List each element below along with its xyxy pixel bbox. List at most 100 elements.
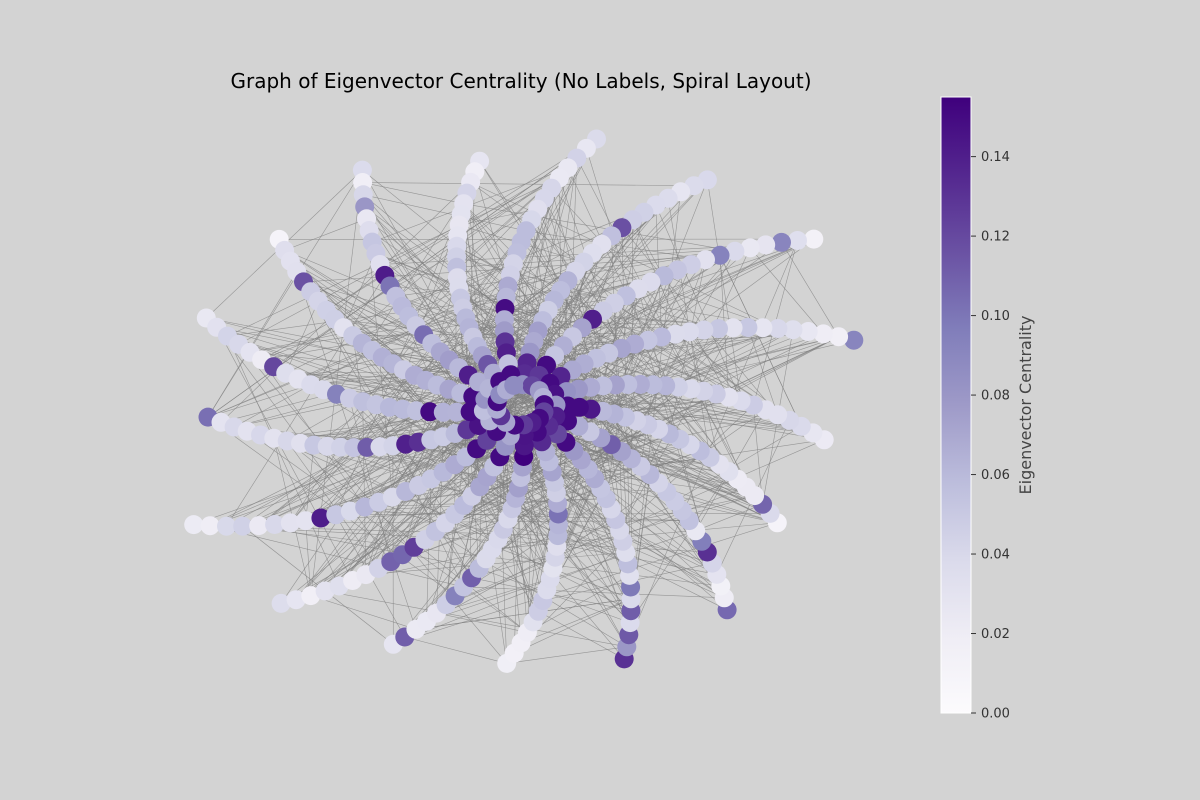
graph-edge [629, 471, 730, 623]
graph-node [772, 232, 791, 252]
graph-edge [576, 157, 747, 488]
graph-edge [522, 466, 624, 542]
graph-edge [227, 177, 560, 337]
graph-edge [605, 288, 639, 499]
graph-edge [361, 401, 367, 575]
graph-edge [305, 520, 312, 596]
graph-edge [520, 598, 632, 644]
graph-node [740, 238, 760, 258]
graph-node [265, 515, 285, 534]
graph-edge [392, 445, 464, 588]
graph-edge [365, 336, 839, 575]
graph-edge [474, 171, 509, 287]
graph-edge [300, 443, 632, 611]
graph-edge [551, 187, 754, 406]
graph-node [233, 516, 253, 536]
graph-node [326, 505, 346, 525]
graph-node [301, 586, 321, 606]
graph-edge [343, 253, 377, 328]
graph-edge [227, 335, 340, 587]
graph-edge [747, 327, 778, 415]
graph-edge [389, 285, 507, 298]
graph-edge [457, 235, 711, 458]
colorbar-tick-label: 0.10 [981, 309, 1010, 324]
graph-edge [352, 246, 457, 336]
graph-node [788, 231, 807, 250]
graph-node [420, 402, 440, 422]
graph-edge [285, 263, 514, 374]
graph-edge [478, 568, 631, 623]
graph-edge [485, 439, 680, 560]
graph-edge [325, 590, 627, 648]
graph-edge [379, 244, 766, 266]
graph-edge [362, 182, 464, 204]
graph-node [725, 241, 745, 261]
graph-edge [258, 447, 354, 526]
colorbar-ticks: 0.00 0.02 0.04 0.06 0.08 0.10 0.12 0.14 [971, 150, 1010, 722]
colorbar: 0.00 0.02 0.04 0.06 0.08 0.10 0.12 0.14 Eigenve… [940, 96, 1035, 722]
graph-edge [249, 255, 721, 353]
graph-node [829, 327, 849, 347]
network-graph [184, 129, 864, 673]
graph-node [723, 318, 743, 338]
graph-edge [365, 277, 458, 575]
graph-node [184, 515, 204, 535]
graph-edge [527, 575, 630, 633]
graph-edge [602, 385, 813, 434]
graph-edge [492, 522, 778, 551]
graph-edge [719, 255, 802, 427]
graph-node [217, 516, 236, 536]
graph-node [344, 438, 364, 458]
graph-edge [284, 218, 367, 251]
graph-edge [463, 586, 725, 599]
graph-nodes [184, 129, 864, 673]
graph-node [433, 402, 453, 422]
graph-edge [404, 636, 507, 664]
graph-edge [310, 595, 416, 630]
colorbar-gradient [940, 96, 972, 714]
graph-node [844, 330, 864, 350]
chart-title: Graph of Eigenvector Centrality (No Labe… [231, 69, 812, 93]
graph-edge [365, 552, 626, 576]
graph-edge [586, 148, 713, 564]
graph-node [504, 375, 524, 395]
graph-edge [703, 333, 824, 392]
graph-edge [362, 169, 628, 385]
graph-edge [258, 525, 480, 569]
graph-edge [350, 510, 690, 521]
graph-edge [226, 275, 386, 527]
graph-node [768, 319, 788, 338]
graph-node [783, 320, 803, 340]
graph-node [680, 322, 700, 342]
graph-edge [436, 612, 528, 633]
graph-edge [285, 301, 319, 374]
graph-edge [216, 327, 353, 581]
graph-node [280, 513, 300, 533]
graph-edge [655, 204, 742, 402]
colorbar-tick-label: 0.08 [981, 389, 1010, 404]
graph-edge [621, 227, 778, 415]
graph-node [447, 402, 467, 422]
graph-edge [707, 179, 742, 402]
graph-node [804, 229, 824, 249]
graph-node [738, 318, 758, 337]
graph-edge [445, 439, 825, 605]
graph-edge [557, 450, 701, 504]
colorbar-tick-label: 0.14 [981, 150, 1010, 165]
graph-edge [430, 439, 721, 587]
graph-edge [567, 167, 701, 452]
graph-edge [261, 208, 538, 360]
graph-edge [554, 394, 813, 434]
graph-node [340, 501, 360, 521]
graph-edge [632, 219, 747, 488]
graph-edge [286, 440, 379, 569]
graph-node [753, 318, 773, 338]
colorbar-label: Eigenvector Centrality [1016, 316, 1035, 495]
graph-node [271, 593, 291, 613]
graph-edge [514, 598, 632, 654]
graph-node [331, 437, 350, 457]
graph-node [311, 508, 331, 528]
graph-edge [510, 274, 659, 484]
graph-edge [531, 422, 725, 599]
graph-edge [674, 426, 802, 502]
